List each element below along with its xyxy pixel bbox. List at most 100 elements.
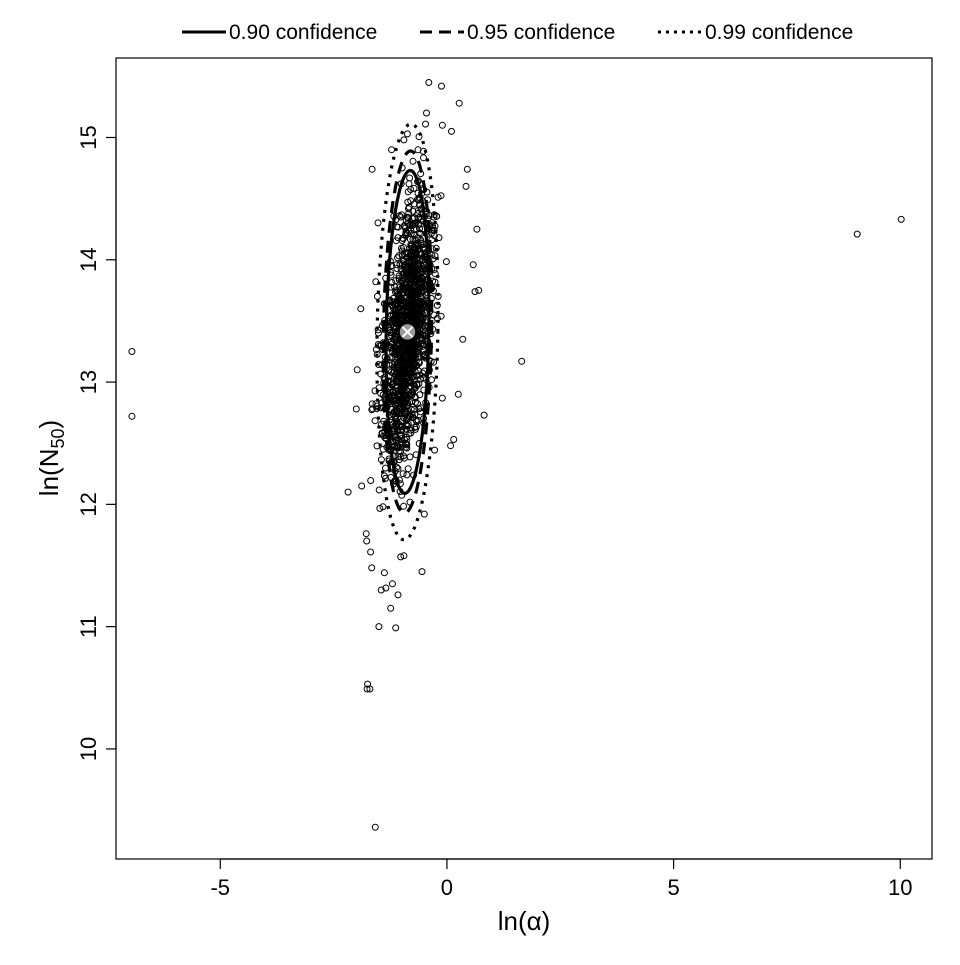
bootstrap-point xyxy=(394,299,402,307)
bootstrap-point xyxy=(469,261,477,269)
bootstrap-point xyxy=(407,284,415,292)
bootstrap-point xyxy=(352,405,360,413)
bootstrap-point xyxy=(404,422,412,430)
bootstrap-point xyxy=(413,381,421,389)
bootstrap-point xyxy=(403,229,411,236)
bootstrap-point xyxy=(406,287,414,295)
bootstrap-point xyxy=(454,390,462,398)
bootstrap-point xyxy=(380,569,388,577)
bootstrap-point xyxy=(417,238,425,246)
bootstrap-point xyxy=(368,564,376,572)
bootstrap-point xyxy=(400,136,408,144)
bootstrap-point xyxy=(376,504,384,512)
bootstrap-point xyxy=(392,261,400,269)
bootstrap-point xyxy=(387,344,395,352)
bootstrap-point xyxy=(408,302,416,310)
bootstrap-point xyxy=(396,313,404,321)
confidence-ellipse-dashed xyxy=(381,149,434,515)
bootstrap-point xyxy=(367,477,375,484)
y-axis-title: ln(N50) xyxy=(34,420,68,496)
center-layer xyxy=(399,324,416,340)
confidence-ellipse-solid xyxy=(384,168,431,496)
bootstrap-point xyxy=(402,268,410,276)
bootstrap-point xyxy=(422,120,429,128)
bootstrap-point xyxy=(399,470,407,478)
bootstrap-point xyxy=(406,257,413,265)
confidence-ellipse-dotted xyxy=(375,122,440,542)
bootstrap-point xyxy=(412,278,420,286)
bootstrap-point xyxy=(411,236,419,244)
bootstrap-point xyxy=(353,366,361,374)
bootstrap-point xyxy=(382,584,390,592)
y-tick-label: 14 xyxy=(76,248,101,272)
bootstrap-point xyxy=(404,198,412,206)
bootstrap-point xyxy=(399,390,407,397)
legend-label-099: 0.99 confidence xyxy=(705,21,853,44)
bootstrap-point xyxy=(397,432,405,440)
bootstrap-point xyxy=(396,440,404,448)
bootstrap-point xyxy=(400,552,408,560)
bootstrap-point xyxy=(409,157,417,165)
bootstrap-point xyxy=(404,188,412,196)
bootstrap-point xyxy=(417,276,425,284)
legend-label-095: 0.95 confidence xyxy=(467,21,615,44)
bootstrap-point xyxy=(434,193,442,201)
x-tick-label: 10 xyxy=(888,875,912,900)
bootstrap-point xyxy=(395,272,403,280)
bootstrap-point xyxy=(415,283,423,291)
bootstrap-point xyxy=(450,436,458,443)
legend: 0.90 confidence 0.95 confidence 0.99 con… xyxy=(182,21,853,44)
bootstrap-point xyxy=(395,276,403,284)
bootstrap-point xyxy=(438,82,445,90)
bootstrap-point xyxy=(425,211,433,219)
bootstrap-point xyxy=(408,387,416,395)
bootstrap-point xyxy=(404,215,412,223)
bootstrap-point xyxy=(416,225,423,233)
ellipse-layer xyxy=(375,122,440,542)
bootstrap-point xyxy=(455,99,463,107)
bootstrap-point xyxy=(357,305,365,313)
bootstrap-point xyxy=(387,604,395,612)
bootstrap-point xyxy=(404,465,412,473)
bootstrap-point xyxy=(392,319,400,327)
bootstrap-point xyxy=(419,331,427,339)
bootstrap-point xyxy=(405,430,413,438)
bootstrap-point xyxy=(363,685,371,693)
bootstrap-point xyxy=(396,409,404,417)
bootstrap-point xyxy=(398,385,406,393)
bootstrap-point xyxy=(395,212,403,220)
bootstrap-point xyxy=(414,214,422,222)
bootstrap-point xyxy=(435,234,443,242)
bootstrap-point xyxy=(368,165,376,173)
bootstrap-point xyxy=(405,377,413,385)
bootstrap-point xyxy=(462,182,470,190)
bootstrap-point xyxy=(402,377,410,385)
bootstrap-point xyxy=(853,230,861,238)
bootstrap-point xyxy=(518,357,526,365)
y-axis-title-close: ) xyxy=(34,420,64,429)
bootstrap-point xyxy=(404,296,412,304)
bootstrap-point xyxy=(471,288,479,296)
bootstrap-point xyxy=(406,221,414,229)
bootstrap-point xyxy=(389,369,397,377)
bootstrap-point xyxy=(480,411,488,419)
bootstrap-point xyxy=(397,553,405,561)
bootstrap-point xyxy=(392,377,400,385)
bootstrap-point xyxy=(408,391,416,399)
bootstrap-point xyxy=(400,244,408,251)
bootstrap-point xyxy=(404,303,412,311)
bootstrap-point xyxy=(367,548,375,556)
x-axis: -5 0 5 10 xyxy=(210,858,913,900)
bootstrap-point xyxy=(396,421,404,429)
center-estimate-cross xyxy=(401,326,414,338)
bootstrap-point xyxy=(399,366,407,374)
y-axis-title-main: ln(N xyxy=(34,449,64,497)
bootstrap-point xyxy=(447,442,455,450)
bootstrap-point xyxy=(402,249,410,257)
bootstrap-point xyxy=(463,165,471,173)
bootstrap-point xyxy=(400,452,407,460)
bootstrap-point xyxy=(369,405,377,413)
bootstrap-point xyxy=(366,685,374,693)
bootstrap-point xyxy=(404,306,412,314)
